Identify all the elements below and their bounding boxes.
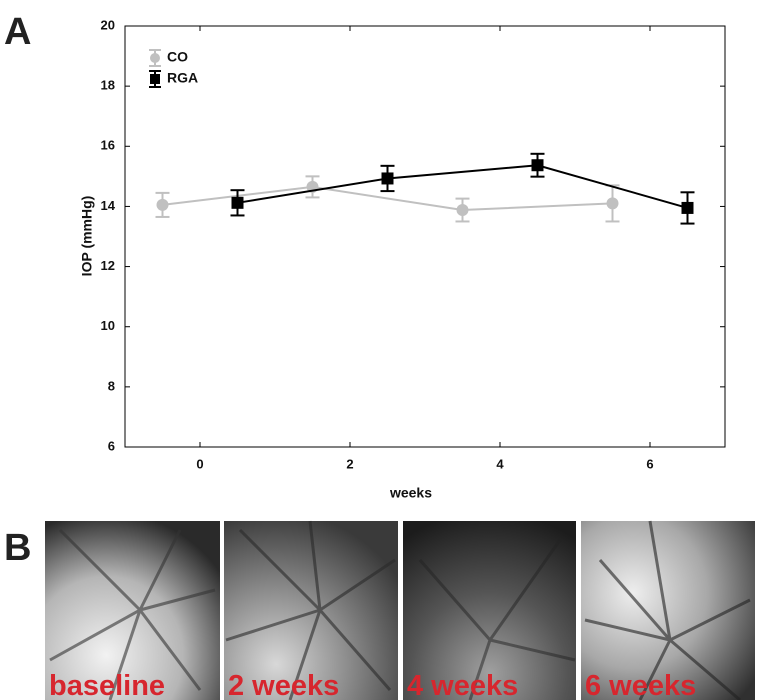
panel-label: B — [4, 527, 31, 569]
legend-marker — [150, 74, 160, 84]
y-tick-label: 8 — [108, 378, 115, 393]
fundus-photo: 2 weeks — [224, 520, 398, 700]
point — [456, 204, 469, 217]
x-axis-title: weeks — [389, 485, 432, 501]
photo-label: 6 weeks — [585, 670, 696, 700]
point — [531, 159, 544, 172]
photo-label: 4 weeks — [407, 670, 518, 700]
fundus-photo: 6 weeks — [581, 520, 755, 700]
x-tick-label: 0 — [196, 456, 203, 471]
legend-label: CO — [167, 49, 188, 65]
fundus-photo: baseline — [45, 521, 220, 700]
photo-strip: baseline 2 weeks 4 weeks 6 weeks — [45, 520, 755, 700]
photo-label: baseline — [49, 670, 165, 700]
legend-item: CO — [149, 49, 188, 67]
fundus-photo: 4 weeks — [403, 521, 576, 700]
y-tick-label: 10 — [101, 318, 115, 333]
y-tick-label: 6 — [108, 438, 115, 453]
y-axis-title: IOP (mmHg) — [79, 196, 95, 277]
point — [681, 201, 694, 214]
y-tick-label: 20 — [101, 17, 115, 32]
legend-label: RGA — [167, 70, 198, 86]
point — [606, 197, 619, 210]
x-tick-label: 4 — [496, 456, 504, 471]
y-tick-label: 16 — [101, 138, 115, 153]
photo-label: 2 weeks — [228, 670, 339, 700]
point — [231, 196, 244, 209]
point — [156, 198, 169, 211]
series-line — [237, 164, 688, 209]
plot-frame — [124, 25, 726, 448]
y-tick-label: 14 — [101, 198, 116, 213]
y-tick-label: 12 — [101, 258, 115, 273]
legend-marker — [150, 53, 160, 63]
panel-label: A — [4, 11, 31, 53]
x-tick-label: 2 — [346, 456, 353, 471]
y-tick-label: 18 — [101, 78, 115, 93]
x-tick-label: 6 — [646, 456, 653, 471]
point — [381, 172, 394, 185]
legend-item: RGA — [149, 70, 198, 88]
